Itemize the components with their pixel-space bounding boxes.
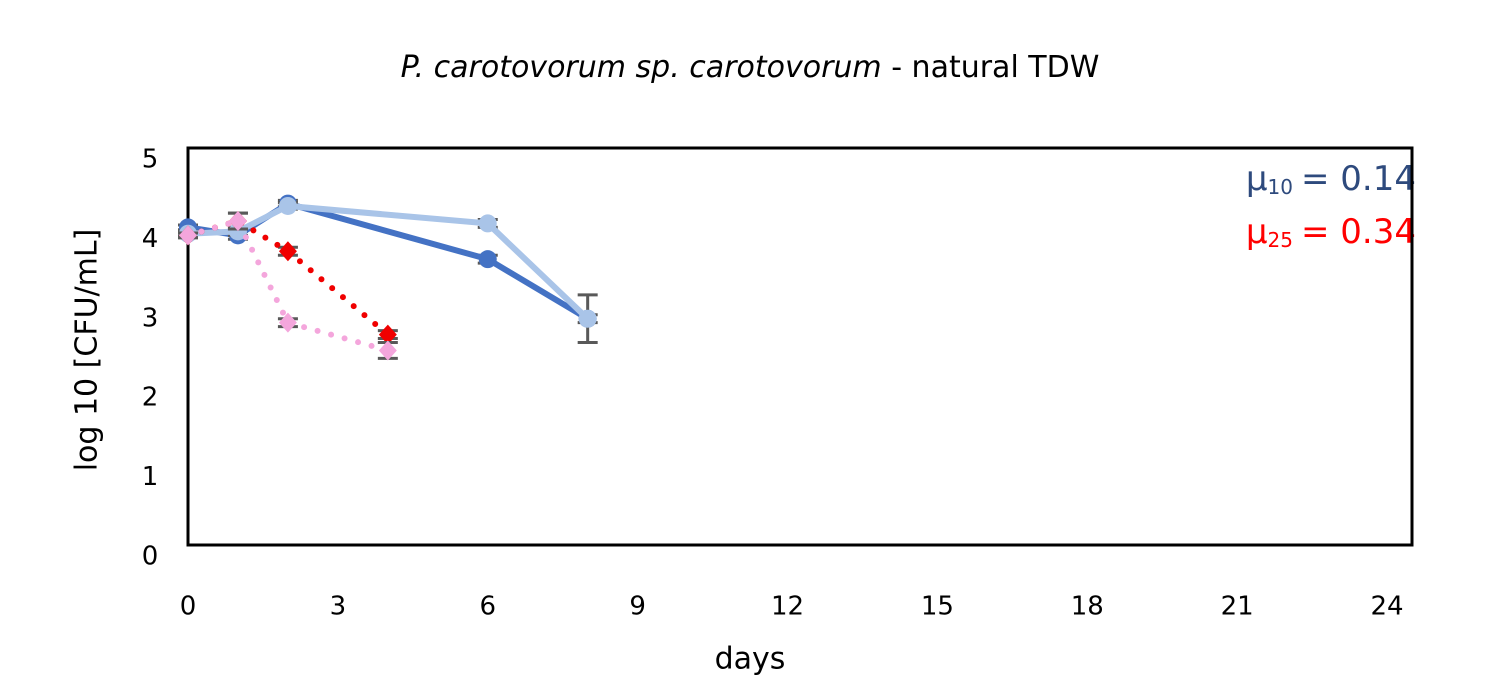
y-tick-label: 2 xyxy=(142,383,159,413)
y-tick-label: 3 xyxy=(142,303,159,333)
plot-area xyxy=(186,146,1414,547)
point xyxy=(179,225,197,246)
annotation-symbol: μ xyxy=(1246,159,1268,199)
point xyxy=(378,324,397,345)
point xyxy=(378,340,397,361)
point xyxy=(578,309,597,328)
point xyxy=(228,211,247,232)
y-tick-label: 0 xyxy=(142,542,159,572)
annotation: μ25 = 0.34 xyxy=(1246,212,1416,252)
annotation: μ10 = 0.14 xyxy=(1246,159,1416,199)
annotation-text: = 0.14 xyxy=(1301,159,1416,199)
annotation-subscript: 10 xyxy=(1268,175,1293,199)
annotation-symbol: μ xyxy=(1246,212,1268,252)
y-tick-label: 5 xyxy=(142,145,159,175)
title-text: - natural TDW xyxy=(891,50,1099,85)
x-tick-label: 0 xyxy=(180,592,197,622)
x-tick-label: 21 xyxy=(1221,592,1254,622)
x-tick-label: 12 xyxy=(771,592,804,622)
point xyxy=(478,214,497,233)
x-tick-label: 6 xyxy=(479,592,496,622)
annotation-subscript: 25 xyxy=(1268,228,1293,252)
x-axis-label: days xyxy=(715,642,786,677)
point xyxy=(278,241,297,262)
point xyxy=(478,250,497,269)
annotation-text: = 0.34 xyxy=(1301,212,1416,252)
y-tick-label: 4 xyxy=(142,224,159,254)
x-tick-label: 9 xyxy=(629,592,646,622)
x-tick-label: 24 xyxy=(1370,592,1403,622)
point xyxy=(278,312,297,333)
series-line xyxy=(185,217,391,354)
x-tick-label: 18 xyxy=(1071,592,1104,622)
y-tick-label: 1 xyxy=(142,462,159,492)
series-line xyxy=(185,202,591,322)
point xyxy=(228,222,247,241)
x-tick-label: 3 xyxy=(330,592,347,622)
point xyxy=(278,196,297,215)
x-tick-label: 15 xyxy=(921,592,954,622)
y-axis-label: log 10 [CFU/mL] xyxy=(70,229,105,472)
chart-title: P. carotovorum sp. carotovorum - natural… xyxy=(401,50,1100,85)
title-italic: P. carotovorum sp. carotovorum xyxy=(401,50,882,85)
